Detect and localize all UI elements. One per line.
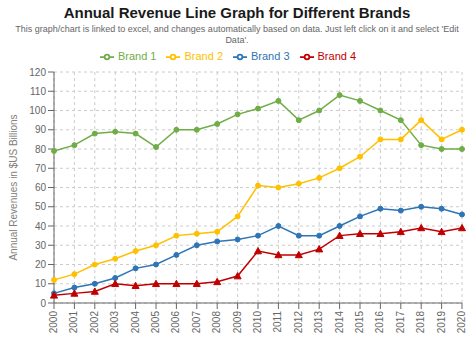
svg-text:30: 30 — [35, 240, 47, 251]
svg-text:2004: 2004 — [130, 311, 141, 334]
svg-text:2001: 2001 — [69, 311, 80, 334]
svg-text:80: 80 — [35, 144, 47, 155]
html-text:Brand 1: Brand 1 — [117, 50, 157, 62]
svg-text:2002: 2002 — [89, 311, 100, 334]
svg-text:100: 100 — [29, 105, 46, 116]
svg-text:40: 40 — [35, 221, 47, 232]
svg-text:2010: 2010 — [252, 311, 263, 334]
svg-text:2017: 2017 — [395, 311, 406, 334]
svg-text:0: 0 — [40, 298, 46, 309]
svg-text:2011: 2011 — [273, 311, 284, 333]
svg-text:2006: 2006 — [171, 311, 182, 334]
svg-text:2013: 2013 — [313, 311, 324, 334]
html-text:Brand 2: Brand 2 — [184, 50, 223, 62]
svg-text:2007: 2007 — [191, 311, 202, 334]
svg-text:10: 10 — [35, 278, 47, 289]
svg-text:2009: 2009 — [232, 311, 243, 334]
svg-text:50: 50 — [35, 201, 47, 212]
svg-text:2003: 2003 — [109, 311, 120, 334]
svg-text:2005: 2005 — [150, 311, 161, 334]
svg-text:70: 70 — [35, 163, 47, 174]
svg-text:2008: 2008 — [211, 311, 222, 334]
html-text:This graph/chart is linked to: This graph/chart is linked to excel, and… — [15, 24, 459, 45]
svg-text:2018: 2018 — [415, 311, 426, 334]
svg-text:90: 90 — [35, 124, 47, 135]
svg-text:60: 60 — [35, 182, 47, 193]
svg-text:2016: 2016 — [375, 311, 386, 334]
svg-text:2020: 2020 — [456, 311, 467, 334]
svg-text:20: 20 — [35, 259, 47, 270]
svg-text:120: 120 — [29, 67, 46, 78]
svg-text:Annual Revenues in $US Billion: Annual Revenues in $US Billions — [8, 114, 19, 260]
html-text:Brand 3: Brand 3 — [251, 50, 290, 62]
svg-text:110: 110 — [30, 86, 46, 97]
svg-text:2014: 2014 — [334, 311, 345, 334]
svg-text:2015: 2015 — [354, 311, 365, 334]
html-text:Annual Revenue Line Graph for: Annual Revenue Line Graph for Different … — [63, 4, 411, 21]
svg-text:2012: 2012 — [293, 311, 304, 334]
svg-text:2019: 2019 — [436, 311, 447, 334]
html-text:Brand 4: Brand 4 — [317, 50, 357, 62]
svg-text:2000: 2000 — [48, 311, 59, 334]
